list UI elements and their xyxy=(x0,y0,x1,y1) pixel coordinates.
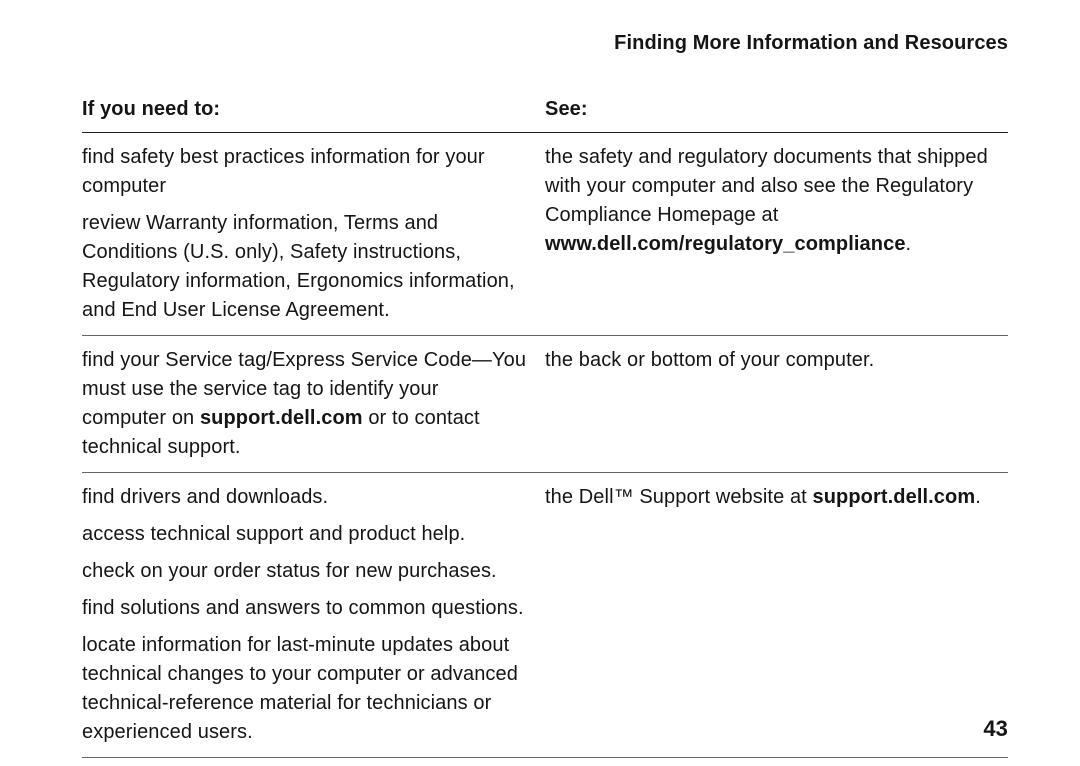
table-row: find safety best practices information f… xyxy=(82,133,1008,336)
table-row: find your Service tag/Express Service Co… xyxy=(82,336,1008,473)
row1-right-p: the safety and regulatory documents that… xyxy=(545,143,1008,259)
row3-right-post: . xyxy=(975,486,981,508)
row2-right-p: the back or bottom of your computer. xyxy=(545,346,1008,375)
header-see: See: xyxy=(545,87,1008,133)
row3-right-pre: the Dell™ Support website at xyxy=(545,486,812,508)
table-header-row: If you need to: See: xyxy=(82,87,1008,133)
header-if-you-need-to: If you need to: xyxy=(82,87,545,133)
row3-left-p3: check on your order status for new purch… xyxy=(82,557,527,586)
row2-left: find your Service tag/Express Service Co… xyxy=(82,336,545,473)
row2-right: the back or bottom of your computer. xyxy=(545,336,1008,473)
row1-right-pre: the safety and regulatory documents that… xyxy=(545,146,988,226)
row1-right: the safety and regulatory documents that… xyxy=(545,133,1008,336)
row3-left-p2: access technical support and product hel… xyxy=(82,520,527,549)
row1-right-post: . xyxy=(906,233,912,255)
row2-left-bold: support.dell.com xyxy=(200,407,363,429)
row2-left-p: find your Service tag/Express Service Co… xyxy=(82,346,527,462)
page-header: Finding More Information and Resources xyxy=(82,32,1008,55)
row1-left-p2: review Warranty information, Terms and C… xyxy=(82,209,527,325)
row1-right-bold: www.dell.com/regulatory_compliance xyxy=(545,233,906,255)
row3-right: the Dell™ Support website at support.del… xyxy=(545,473,1008,758)
row3-left-p5: locate information for last-minute updat… xyxy=(82,631,527,747)
row1-left-p1: find safety best practices information f… xyxy=(82,143,527,201)
table-row: find drivers and downloads. access techn… xyxy=(82,473,1008,758)
row3-left-p4: find solutions and answers to common que… xyxy=(82,594,527,623)
row1-left: find safety best practices information f… xyxy=(82,133,545,336)
row3-left-p1: find drivers and downloads. xyxy=(82,483,527,512)
page-number: 43 xyxy=(983,716,1008,742)
row3-left: find drivers and downloads. access techn… xyxy=(82,473,545,758)
row3-right-bold: support.dell.com xyxy=(812,486,975,508)
info-table: If you need to: See: find safety best pr… xyxy=(82,87,1008,758)
row3-right-p: the Dell™ Support website at support.del… xyxy=(545,483,1008,512)
